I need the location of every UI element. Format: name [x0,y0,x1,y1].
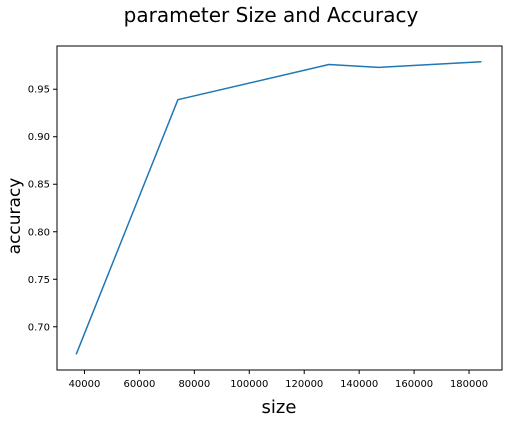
x-axis-label: size [262,397,297,418]
x-tick-label-2: 80000 [178,379,210,390]
y-tick-label-0: 0.70 [28,322,50,333]
y-tick-label-1: 0.75 [28,275,50,286]
x-tick-label-6: 160000 [395,379,433,390]
x-tick-label-3: 100000 [230,379,268,390]
x-tick-label-7: 180000 [450,379,488,390]
chart-title: parameter Size and Accuracy [124,3,419,27]
y-tick-label-2: 0.80 [28,227,50,238]
y-tick-label-4: 0.90 [28,132,50,143]
x-tick-label-0: 40000 [69,379,101,390]
series-line-0 [75,60,482,355]
plot-area: 40000 60000 80000 100000 120000 140000 160000 1… [28,45,503,390]
y-axis-label: accuracy [5,178,25,255]
x-tick-label-1: 60000 [124,379,156,390]
y-tick-label-3: 0.85 [28,180,50,191]
x-tick-label-5: 140000 [340,379,378,390]
axes-frame [56,45,503,371]
y-tick-label-5: 0.95 [28,85,50,96]
x-tick-label-4: 120000 [285,379,323,390]
